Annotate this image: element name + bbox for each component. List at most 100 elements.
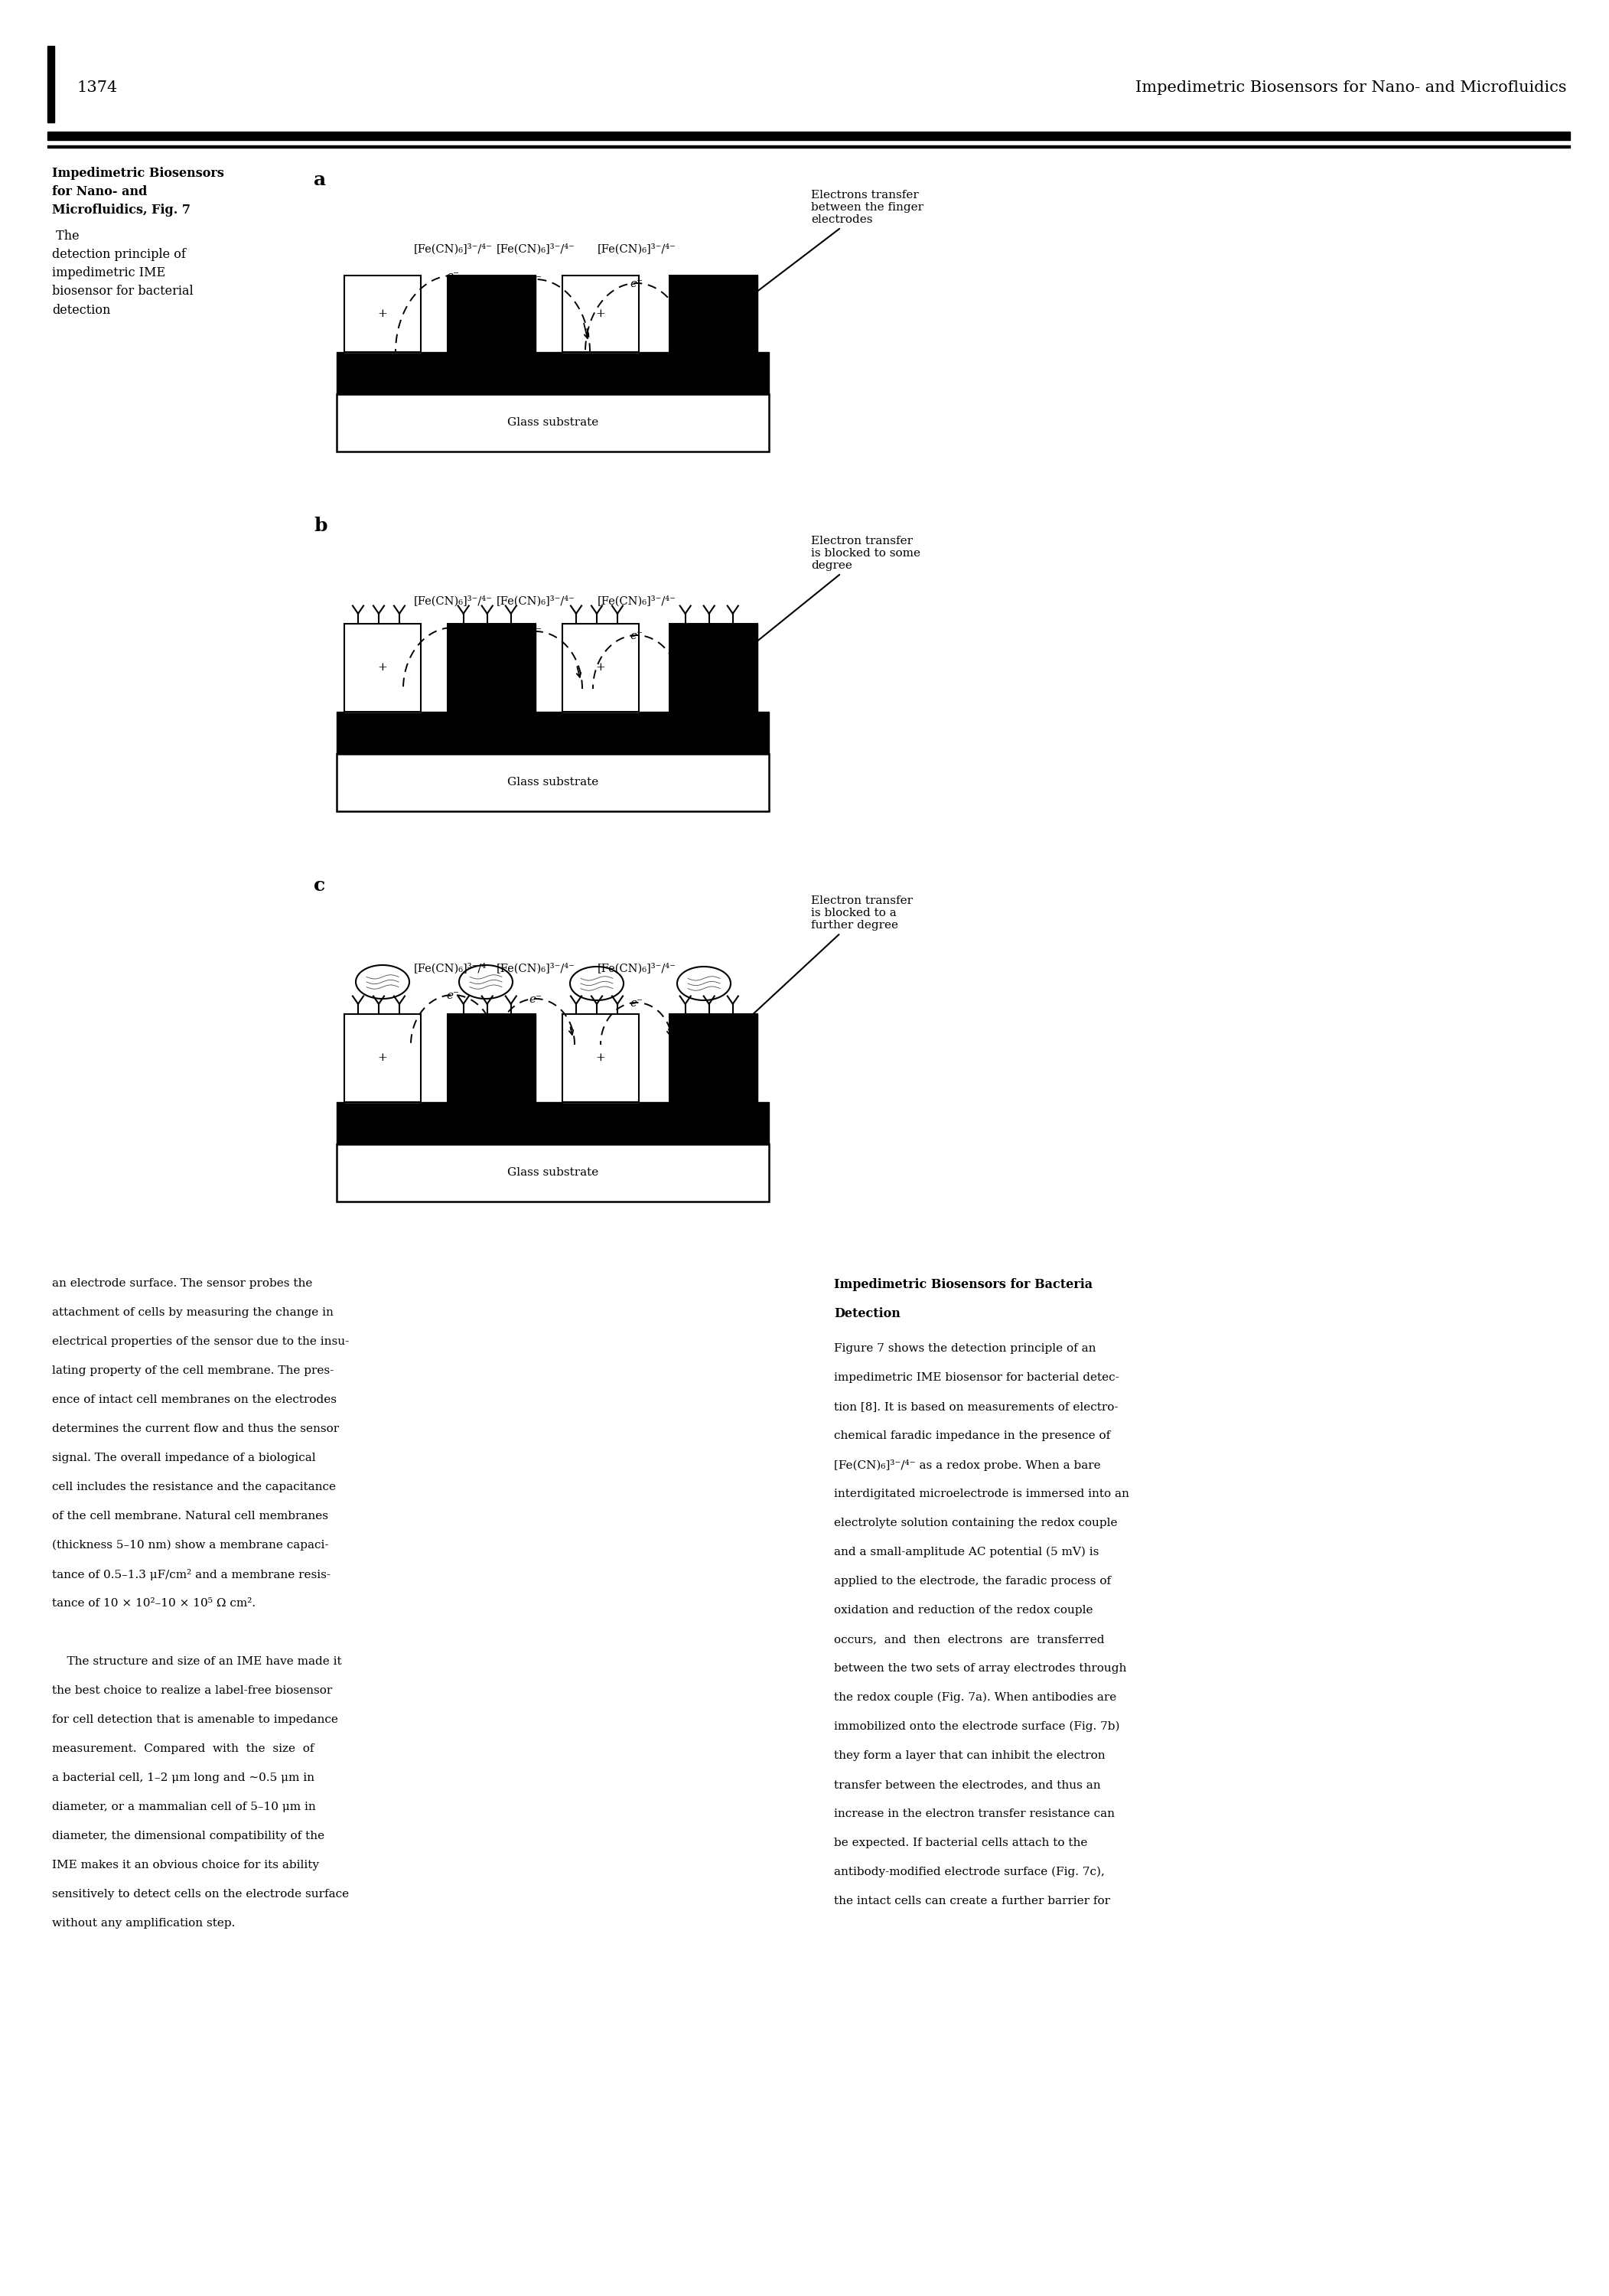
Text: (thickness 5–10 nm) show a membrane capaci-: (thickness 5–10 nm) show a membrane capa…	[51, 1541, 328, 1550]
Text: +: +	[595, 308, 605, 319]
Bar	[344, 625, 422, 712]
Text: [Fe(CN)₆]³⁻/⁴⁻: [Fe(CN)₆]³⁻/⁴⁻	[597, 243, 676, 255]
Text: measurement.  Compared  with  the  size  of: measurement. Compared with the size of	[51, 1743, 314, 1754]
Text: tance of 10 × 10²–10 × 10⁵ Ω cm².: tance of 10 × 10²–10 × 10⁵ Ω cm².	[51, 1598, 256, 1609]
Bar	[447, 625, 536, 712]
Text: [Fe(CN)₆]³⁻/⁴⁻: [Fe(CN)₆]³⁻/⁴⁻	[414, 595, 492, 606]
Text: transfer between the electrodes, and thus an: transfer between the electrodes, and thu…	[833, 1779, 1101, 1791]
Bar	[336, 395, 769, 452]
Bar	[669, 625, 758, 712]
Text: be expected. If bacterial cells attach to the: be expected. If bacterial cells attach t…	[833, 1837, 1088, 1848]
Text: Glass substrate: Glass substrate	[507, 776, 599, 788]
Text: without any amplification step.: without any amplification step.	[51, 1917, 235, 1929]
Text: oxidation and reduction of the redox couple: oxidation and reduction of the redox cou…	[833, 1605, 1093, 1616]
Text: antibody-modified electrode surface (Fig. 7c),: antibody-modified electrode surface (Fig…	[833, 1867, 1105, 1878]
Text: Glass substrate: Glass substrate	[507, 1166, 599, 1178]
Text: [Fe(CN)₆]³⁻/⁴⁻: [Fe(CN)₆]³⁻/⁴⁻	[414, 962, 492, 974]
Text: e⁻: e⁻	[529, 627, 542, 638]
Text: occurs,  and  then  electrons  are  transferred: occurs, and then electrons are transferr…	[833, 1635, 1104, 1644]
Text: +: +	[595, 1052, 605, 1063]
Text: ence of intact cell membranes on the electrodes: ence of intact cell membranes on the ele…	[51, 1394, 336, 1405]
Text: increase in the electron transfer resistance can: increase in the electron transfer resist…	[833, 1809, 1115, 1818]
Text: e⁻: e⁻	[446, 271, 460, 282]
Bar	[669, 1015, 758, 1102]
Bar	[344, 1015, 422, 1102]
Text: tance of 0.5–1.3 μF/cm² and a membrane resis-: tance of 0.5–1.3 μF/cm² and a membrane r…	[51, 1568, 330, 1580]
Text: electrical properties of the sensor due to the insu-: electrical properties of the sensor due …	[51, 1336, 349, 1348]
Bar	[447, 276, 536, 351]
Text: Impedimetric Biosensors for Bacteria: Impedimetric Biosensors for Bacteria	[833, 1279, 1093, 1290]
Bar	[336, 351, 769, 395]
Bar	[344, 1015, 422, 1102]
Bar	[447, 625, 536, 712]
Text: +: +	[595, 661, 605, 673]
Bar	[336, 712, 769, 753]
Bar	[669, 276, 758, 351]
Text: for cell detection that is amenable to impedance: for cell detection that is amenable to i…	[51, 1715, 338, 1724]
Text: +: +	[378, 1052, 388, 1063]
Text: Electron transfer
is blocked to a
further degree: Electron transfer is blocked to a furthe…	[711, 895, 912, 1054]
Text: +: +	[378, 308, 388, 319]
Bar	[669, 276, 758, 351]
Text: tion [8]. It is based on measurements of electro-: tion [8]. It is based on measurements of…	[833, 1401, 1118, 1412]
Text: a bacterial cell, 1–2 μm long and ∼0.5 μm in: a bacterial cell, 1–2 μm long and ∼0.5 μ…	[51, 1773, 314, 1784]
Text: Glass substrate: Glass substrate	[507, 418, 599, 427]
Bar	[336, 753, 769, 810]
Bar	[336, 1143, 769, 1201]
Text: Figure 7 shows the detection principle of an: Figure 7 shows the detection principle o…	[833, 1343, 1096, 1355]
Text: diameter, or a mammalian cell of 5–10 μm in: diameter, or a mammalian cell of 5–10 μm…	[51, 1802, 315, 1812]
Text: determines the current flow and thus the sensor: determines the current flow and thus the…	[51, 1424, 339, 1435]
Text: +: +	[378, 661, 388, 673]
Text: applied to the electrode, the faradic process of: applied to the electrode, the faradic pr…	[833, 1575, 1112, 1587]
Text: impedimetric IME biosensor for bacterial detec-: impedimetric IME biosensor for bacterial…	[833, 1373, 1120, 1382]
Text: cell includes the resistance and the capacitance: cell includes the resistance and the cap…	[51, 1481, 336, 1492]
Text: e⁻: e⁻	[529, 994, 542, 1006]
Text: e⁻: e⁻	[446, 990, 460, 1001]
Text: [Fe(CN)₆]³⁻/⁴⁻ as a redox probe. When a bare: [Fe(CN)₆]³⁻/⁴⁻ as a redox probe. When a …	[833, 1460, 1101, 1472]
Text: diameter, the dimensional compatibility of the: diameter, the dimensional compatibility …	[51, 1830, 325, 1841]
Bar	[336, 395, 769, 452]
Bar	[344, 276, 422, 351]
Bar	[344, 625, 422, 712]
Text: immobilized onto the electrode surface (Fig. 7b): immobilized onto the electrode surface (…	[833, 1722, 1120, 1731]
Bar	[447, 1015, 536, 1102]
Text: lating property of the cell membrane. The pres-: lating property of the cell membrane. Th…	[51, 1366, 333, 1375]
Bar	[563, 625, 639, 712]
Bar	[669, 1015, 758, 1102]
Text: the redox couple (Fig. 7a). When antibodies are: the redox couple (Fig. 7a). When antibod…	[833, 1692, 1117, 1704]
Text: The structure and size of an IME have made it: The structure and size of an IME have ma…	[51, 1655, 341, 1667]
Text: [Fe(CN)₆]³⁻/⁴⁻: [Fe(CN)₆]³⁻/⁴⁻	[496, 595, 574, 606]
Text: the best choice to realize a label-free biosensor: the best choice to realize a label-free …	[51, 1685, 331, 1697]
Bar	[336, 753, 769, 810]
Text: [Fe(CN)₆]³⁻/⁴⁻: [Fe(CN)₆]³⁻/⁴⁻	[597, 962, 676, 974]
Text: c: c	[314, 877, 325, 895]
Text: [Fe(CN)₆]³⁻/⁴⁻: [Fe(CN)₆]³⁻/⁴⁻	[597, 595, 676, 606]
Bar	[47, 145, 1570, 147]
Text: of the cell membrane. Natural cell membranes: of the cell membrane. Natural cell membr…	[51, 1511, 328, 1522]
Text: Electrons transfer
between the finger
electrodes: Electrons transfer between the finger el…	[711, 191, 924, 326]
Text: they form a layer that can inhibit the electron: they form a layer that can inhibit the e…	[833, 1750, 1105, 1761]
Text: 1374: 1374	[77, 80, 117, 94]
Text: IME makes it an obvious choice for its ability: IME makes it an obvious choice for its a…	[51, 1860, 319, 1871]
Text: [Fe(CN)₆]³⁻/⁴⁻: [Fe(CN)₆]³⁻/⁴⁻	[496, 243, 574, 255]
Text: and a small-amplitude AC potential (5 mV) is: and a small-amplitude AC potential (5 mV…	[833, 1548, 1099, 1557]
Text: [Fe(CN)₆]³⁻/⁴⁻: [Fe(CN)₆]³⁻/⁴⁻	[414, 243, 492, 255]
Bar	[447, 276, 536, 351]
Text: e⁻: e⁻	[631, 278, 644, 289]
Bar	[563, 1015, 639, 1102]
Text: e⁻: e⁻	[529, 276, 542, 285]
Bar	[669, 625, 758, 712]
Bar	[47, 131, 1570, 140]
Text: e⁻: e⁻	[631, 999, 644, 1008]
Bar	[336, 1143, 769, 1201]
Text: Electron transfer
is blocked to some
degree: Electron transfer is blocked to some deg…	[711, 535, 920, 680]
Text: an electrode surface. The sensor probes the: an electrode surface. The sensor probes …	[51, 1279, 312, 1288]
Bar	[563, 276, 639, 351]
Text: Detection: Detection	[833, 1306, 901, 1320]
Text: electrolyte solution containing the redox couple: electrolyte solution containing the redo…	[833, 1518, 1117, 1529]
Bar	[47, 46, 55, 122]
Text: sensitively to detect cells on the electrode surface: sensitively to detect cells on the elect…	[51, 1890, 349, 1899]
Text: Impedimetric Biosensors for Nano- and Microfluidics: Impedimetric Biosensors for Nano- and Mi…	[1136, 80, 1567, 94]
Text: b: b	[314, 517, 327, 535]
Text: between the two sets of array electrodes through: between the two sets of array electrodes…	[833, 1662, 1126, 1674]
